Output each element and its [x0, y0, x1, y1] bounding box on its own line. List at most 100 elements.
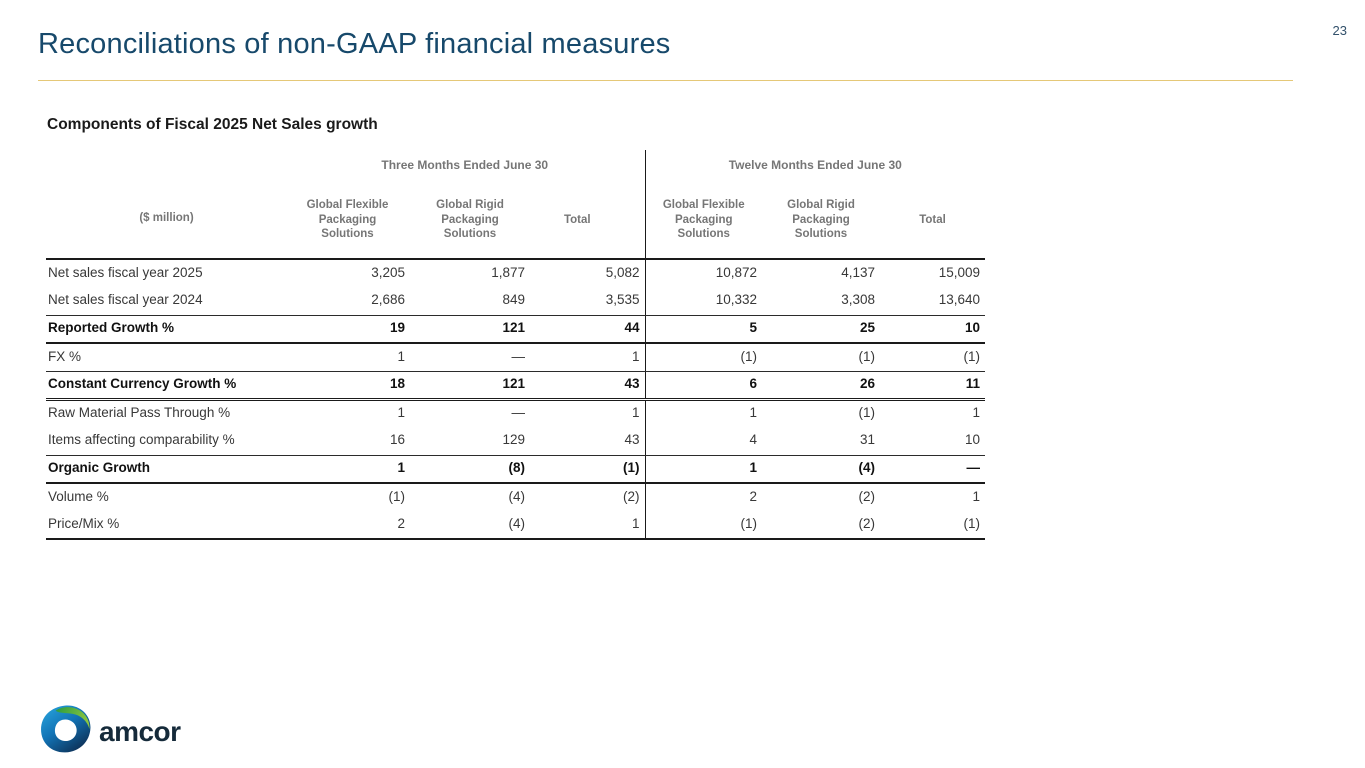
row-label: FX % — [46, 343, 285, 372]
row-label: Items affecting comparability % — [46, 427, 285, 456]
cell-value: 19 — [285, 315, 410, 344]
cell-value: 1 — [972, 405, 981, 421]
cell-value: (1) — [880, 511, 986, 540]
group-header-three-months: Three Months Ended June 30 — [285, 150, 646, 182]
cell-value: 2,686 — [285, 287, 410, 316]
cell-value: 26 — [762, 371, 880, 401]
cell-value: 3,308 — [762, 287, 880, 316]
cell-value: (8) — [410, 455, 530, 484]
title-divider — [38, 80, 1293, 81]
cell-value: 1 — [530, 343, 646, 372]
cell-value: (1) — [645, 511, 762, 540]
cell-value: 121 — [410, 371, 530, 401]
cell-value: 1 — [285, 455, 410, 484]
cell-value: 15,009 — [938, 265, 981, 281]
row-label: Reported Growth % — [46, 315, 285, 344]
cell-value: (2) — [762, 511, 880, 540]
row-label: Constant Currency Growth % — [46, 371, 285, 401]
cell-value: 849 — [410, 287, 530, 316]
cell-value: (2) — [530, 483, 646, 511]
column-header-total-12m: Total — [880, 182, 986, 260]
cell-value: 43 — [530, 371, 646, 401]
cell-value: (4) — [508, 489, 526, 505]
cell-value: (1) — [880, 343, 986, 372]
cell-value: — — [410, 343, 530, 372]
cell-value: (1) — [388, 489, 406, 505]
cell-value: 16 — [285, 427, 410, 456]
cell-value: 3,535 — [530, 287, 646, 316]
row-label: Raw Material Pass Through % — [48, 405, 231, 421]
cell-value: 4,137 — [841, 265, 875, 281]
cell-value: 2 — [749, 489, 757, 505]
group-header-twelve-months: Twelve Months Ended June 30 — [728, 158, 902, 173]
table-row: Net sales fiscal year 2024 2,686 849 3,535 1… — [46, 287, 986, 316]
table-row: Volume % (1) (4) (2) 2 (2) 1 — [46, 483, 985, 511]
row-label: Net sales fiscal year 2024 — [46, 287, 285, 316]
cell-value: (4) — [410, 511, 530, 540]
cell-value: 1 — [530, 399, 646, 427]
cell-value: (1) — [762, 343, 880, 372]
row-label: Net sales fiscal year 2025 — [48, 265, 203, 281]
cell-value: 121 — [410, 315, 530, 344]
cell-value: 3,205 — [371, 265, 405, 281]
group-header-row: Three Months Ended June 30 Twelve Months… — [46, 150, 985, 182]
cell-value: (4) — [762, 455, 880, 484]
cell-value: 18 — [285, 371, 410, 401]
row-label: Price/Mix % — [46, 511, 285, 540]
column-header-row: ($ million) Global Flexible Packaging So… — [46, 182, 986, 260]
cell-value: 1 — [397, 405, 405, 421]
cell-value: 44 — [530, 315, 646, 344]
cell-value: (1) — [645, 343, 762, 372]
table-row: Constant Currency Growth % 18 121 43 6 26 11 — [46, 371, 986, 401]
table-row: FX % 1—1 (1) (1) (1) — [46, 343, 986, 372]
column-header-rigid-3m: Global Rigid Packaging Solutions — [410, 182, 530, 260]
table-row: Net sales fiscal year 2025 3,205 1,877 5,08… — [46, 259, 985, 287]
table-row: Raw Material Pass Through % 1—1 1 (1) 1 — [46, 399, 985, 427]
amcor-logo: amcor — [40, 705, 181, 753]
page-title: Reconciliations of non-GAAP financial me… — [38, 28, 671, 60]
amcor-logo-mark — [41, 705, 91, 753]
cell-value: 6 — [645, 371, 762, 401]
table-row: Organic Growth 1 (8) (1) 1 (4) — — [46, 455, 986, 484]
cell-value: — — [511, 405, 526, 421]
row-label: Organic Growth — [46, 455, 285, 484]
cell-value: 1 — [530, 511, 646, 540]
table-body: Net sales fiscal year 2025 3,205 1,877 5,08… — [46, 259, 986, 540]
cell-value: — — [880, 455, 986, 484]
group-header-spacer — [46, 150, 285, 182]
cell-value: (1) — [858, 405, 876, 421]
table-row: Price/Mix % 2 (4) 1 (1) (2) (1) — [46, 511, 986, 540]
column-header-rigid-12m: Global Rigid Packaging Solutions — [762, 182, 880, 260]
amcor-logo-text: amcor — [99, 716, 181, 747]
column-header-flexible-12m: Global Flexible Packaging Solutions — [645, 182, 762, 260]
cell-value: 1 — [645, 455, 762, 484]
cell-value: 1 — [749, 405, 757, 421]
cell-value: 11 — [880, 371, 986, 401]
page-number: 23 — [1332, 23, 1347, 38]
cell-value: 13,640 — [880, 287, 986, 316]
cell-value: 1 — [285, 343, 410, 372]
cell-value: 4 — [645, 427, 762, 456]
cell-value: (2) — [858, 489, 876, 505]
cell-value: 10 — [880, 427, 986, 456]
cell-value: 5,082 — [530, 259, 646, 287]
cell-value: 43 — [530, 427, 646, 456]
cell-value: 10 — [880, 315, 986, 344]
cell-value: 129 — [410, 427, 530, 456]
column-header-total-3m: Total — [530, 182, 646, 260]
cell-value: 1 — [972, 489, 981, 505]
cell-value: 5 — [645, 315, 762, 344]
cell-value: 1,877 — [491, 265, 525, 281]
table-title: Components of Fiscal 2025 Net Sales grow… — [47, 116, 378, 133]
row-label: Volume % — [48, 489, 109, 505]
cell-value: 2 — [285, 511, 410, 540]
cell-value: 25 — [762, 315, 880, 344]
column-header-flexible-3m: Global Flexible Packaging Solutions — [285, 182, 410, 260]
cell-value: 10,332 — [645, 287, 762, 316]
cell-value: 31 — [762, 427, 880, 456]
unit-label: ($ million) — [46, 182, 285, 260]
net-sales-growth-table: Three Months Ended June 30 Twelve Months… — [46, 150, 986, 540]
table-row: Items affecting comparability % 16 129 43 4 3… — [46, 427, 986, 456]
table-row: Reported Growth % 19 121 44 5 25 10 — [46, 315, 986, 344]
